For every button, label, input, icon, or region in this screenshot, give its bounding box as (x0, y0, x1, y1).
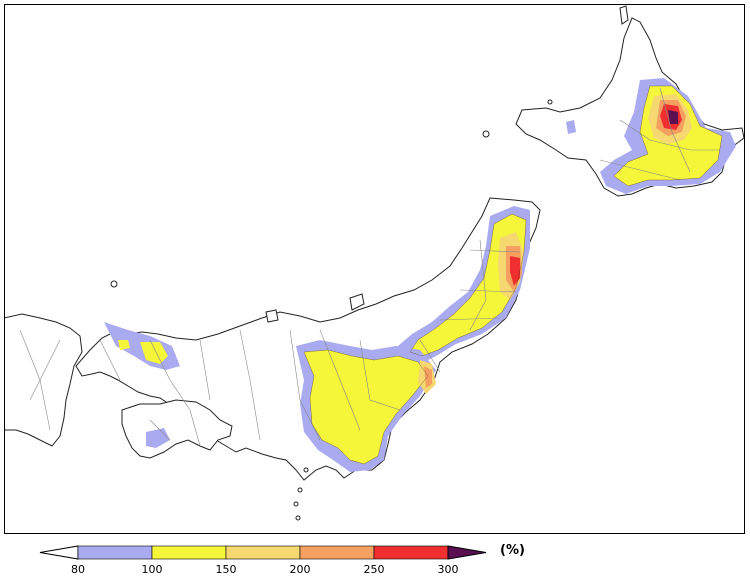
fill-200-250 (424, 366, 432, 388)
colorbar-bin (151, 545, 227, 560)
colorbar-bin (299, 545, 375, 560)
colorbar-bin (225, 545, 301, 560)
fill-100-150 (410, 214, 526, 356)
colorbar-tick-label: 300 (437, 563, 459, 576)
colorbar-tick-label: 100 (141, 563, 163, 576)
fill-over-300 (668, 110, 678, 124)
colorbar-tick-label: 80 (71, 563, 85, 576)
colorbar-bin (39, 545, 79, 560)
colorbar-tick-label: 200 (289, 563, 311, 576)
fill-80-100 (146, 428, 170, 448)
northern-islet (619, 5, 629, 25)
fill-100-150 (140, 342, 168, 364)
oki-island (265, 309, 279, 323)
fill-250-300 (510, 256, 520, 286)
colorbar-bin (77, 545, 153, 560)
contour-outlines (303, 85, 723, 465)
kyushu-land (5, 313, 83, 447)
fill-100-150 (304, 350, 428, 464)
fill-100-150 (118, 340, 130, 350)
legend-unit-label: (%) (500, 543, 525, 558)
colorbar-tick-label: 150 (215, 563, 237, 576)
colorbar-bin (447, 545, 487, 560)
fill-80-100 (566, 120, 576, 134)
prefecture-boundaries (19, 87, 720, 447)
ratio-fills (104, 78, 736, 472)
colorbar (39, 545, 487, 560)
colorbar-bin (373, 545, 449, 560)
colorbar-tick-label: 250 (363, 563, 385, 576)
sado-island (349, 293, 365, 311)
